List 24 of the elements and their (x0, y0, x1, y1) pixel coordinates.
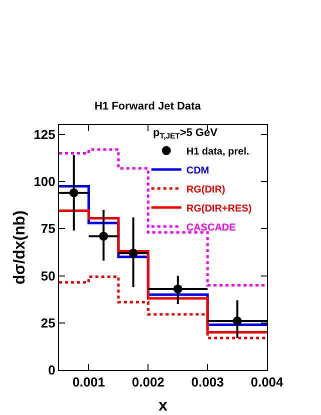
point (128, 248, 138, 258)
y-tick-label: 100 (34, 174, 56, 190)
x-tick-label: 0.001 (72, 374, 105, 390)
legend-label: RG(DIR) (186, 184, 226, 196)
point (232, 316, 242, 326)
y-tick-label: 25 (40, 315, 56, 330)
point (173, 284, 182, 294)
x-axis-title: x (158, 397, 168, 414)
point (69, 188, 78, 198)
y-axis-title: dσ/dx(nb) (12, 210, 29, 285)
y-tick-label: 0 (48, 362, 56, 378)
y-tick-label: 75 (40, 221, 56, 236)
legend-label: CASCADE (186, 222, 236, 234)
x-tick-label: 0.002 (132, 374, 164, 390)
x-tick-label: 0.003 (191, 374, 224, 390)
legend-label: CDM (186, 165, 210, 176)
chart-title: H1 Forward Jet Data (94, 100, 202, 113)
x-tick-label: 0.004 (250, 374, 284, 390)
legend-label: RG(DIR+RES) (186, 203, 252, 214)
annotation: p$_{T,JET}$>5 GeV (153, 127, 218, 140)
y-tick-label: 50 (40, 268, 56, 284)
y-tick-label: 125 (34, 126, 56, 142)
point (99, 232, 108, 241)
legend-label: H1 data, prel. (186, 146, 250, 158)
